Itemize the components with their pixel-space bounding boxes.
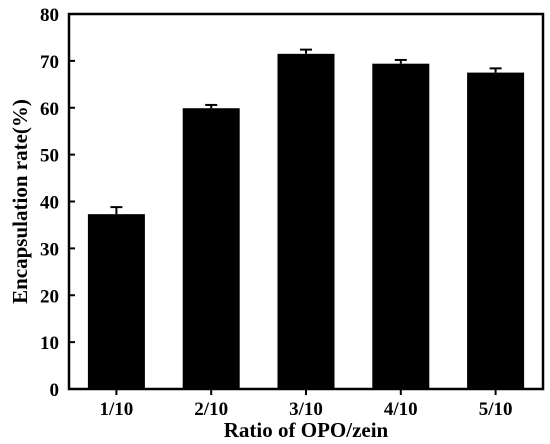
y-tick-label: 0 [50, 380, 60, 401]
bars [87, 53, 525, 389]
y-axis-ticks: 0 10 20 30 40 50 60 70 80 [40, 5, 75, 401]
x-axis-title: Ratio of OPO/zein [224, 418, 389, 442]
x-tick-label: 1/10 [100, 399, 134, 420]
x-tick-label: 5/10 [479, 399, 513, 420]
bar [467, 72, 525, 389]
x-tick-label: 4/10 [384, 399, 418, 420]
y-tick-label: 40 [40, 193, 59, 214]
y-tick-label: 20 [40, 286, 59, 307]
bar [372, 63, 430, 389]
x-axis-ticks: 1/10 2/10 3/10 4/10 5/10 [100, 389, 513, 420]
y-tick-label: 60 [40, 99, 59, 120]
error-bars [110, 48, 502, 215]
x-tick-label: 2/10 [194, 399, 228, 420]
y-tick-label: 70 [40, 52, 59, 73]
y-tick-label: 10 [40, 333, 59, 354]
bar [182, 108, 240, 389]
y-axis-title: Encapsulation rate(%) [8, 99, 32, 304]
y-tick-label: 30 [40, 239, 59, 260]
bar [277, 53, 335, 389]
y-tick-label: 50 [40, 146, 59, 167]
y-tick-label: 80 [40, 5, 59, 26]
bar [87, 214, 145, 389]
x-tick-label: 3/10 [289, 399, 323, 420]
